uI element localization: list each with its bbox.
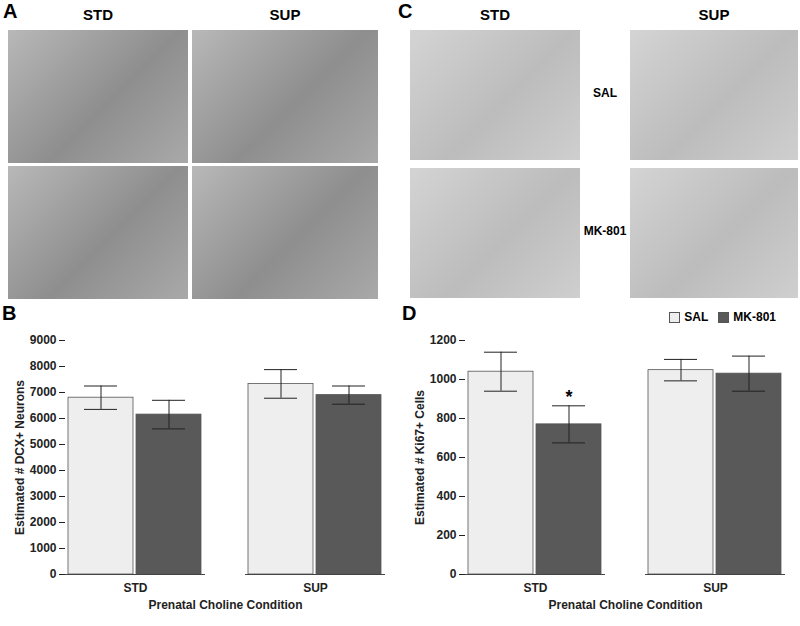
svg-text:6000: 6000	[30, 411, 57, 425]
html-text:STD: STD	[480, 6, 510, 23]
html-text:SAL: SAL	[684, 310, 709, 324]
svg-text:400: 400	[436, 489, 456, 503]
svg-text:Prenatal Choline Condition: Prenatal Choline Condition	[548, 598, 702, 612]
svg-text:SUP: SUP	[303, 581, 328, 595]
svg-text:8000: 8000	[30, 359, 57, 373]
svg-text:Estimated # Ki67+ Cells: Estimated # Ki67+ Cells	[413, 390, 427, 525]
svg-text:200: 200	[436, 528, 456, 542]
svg-text:1200: 1200	[430, 333, 457, 347]
svg-text:Prenatal Choline Condition: Prenatal Choline Condition	[148, 598, 302, 612]
svg-text:0: 0	[50, 567, 57, 581]
html-text:SUP: SUP	[269, 6, 301, 23]
html-text:SAL: SAL	[593, 86, 617, 100]
svg-text:3000: 3000	[30, 489, 57, 503]
svg-text:SUP: SUP	[703, 581, 728, 595]
svg-text:STD: STD	[524, 581, 548, 595]
html-text:MK-801: MK-801	[583, 224, 627, 238]
html-text:D: D	[402, 302, 417, 324]
html-text:MK-801: MK-801	[733, 310, 776, 324]
svg-text:7000: 7000	[30, 385, 57, 399]
svg-text:800: 800	[436, 411, 456, 425]
html-text:C: C	[398, 0, 413, 22]
svg-text:2000: 2000	[30, 515, 57, 529]
svg-text:600: 600	[436, 450, 456, 464]
svg-text:Estimated # DCX+ Neurons: Estimated # DCX+ Neurons	[13, 380, 27, 535]
svg-text:*: *	[565, 387, 572, 407]
svg-text:5000: 5000	[30, 437, 57, 451]
svg-text:9000: 9000	[30, 333, 57, 347]
svg-text:STD: STD	[124, 581, 148, 595]
svg-text:4000: 4000	[30, 463, 57, 477]
svg-text:0: 0	[450, 567, 457, 581]
html-text:A: A	[3, 0, 18, 22]
html-text:SUP: SUP	[698, 6, 730, 23]
html-text:STD: STD	[83, 6, 113, 23]
svg-text:1000: 1000	[430, 372, 457, 386]
svg-text:1000: 1000	[30, 541, 57, 555]
html-text:B: B	[2, 302, 17, 324]
